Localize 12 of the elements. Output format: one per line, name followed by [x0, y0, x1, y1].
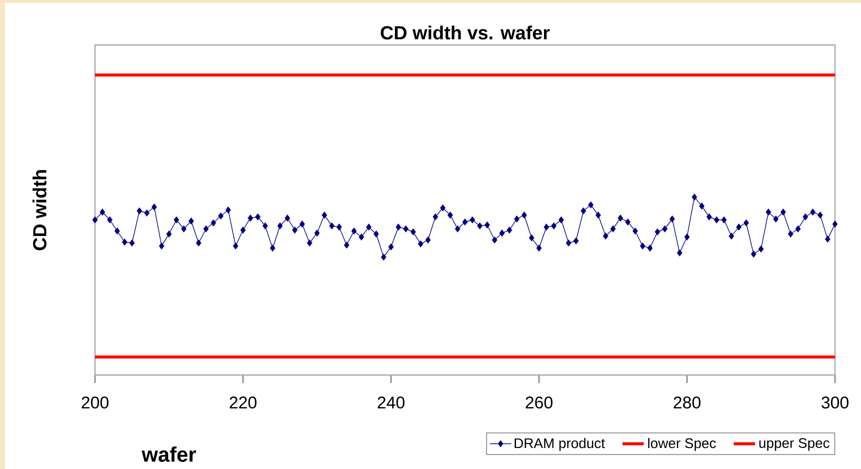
legend-label: lower Spec: [648, 438, 716, 451]
y-axis-title: CD width: [32, 170, 46, 250]
x-tick-label: 220: [230, 396, 256, 408]
x-tick-label: 240: [378, 396, 404, 408]
legend-label: DRAM product: [514, 438, 605, 451]
chart-title: CD width vs. wafer: [380, 26, 550, 40]
x-axis-title: wafer: [142, 446, 196, 462]
x-tick-label: 260: [526, 396, 552, 408]
x-tick-label: 300: [822, 396, 848, 408]
x-tick-label: 200: [82, 396, 108, 408]
x-tick-label: 280: [674, 396, 700, 408]
legend-label: upper Spec: [759, 438, 830, 451]
